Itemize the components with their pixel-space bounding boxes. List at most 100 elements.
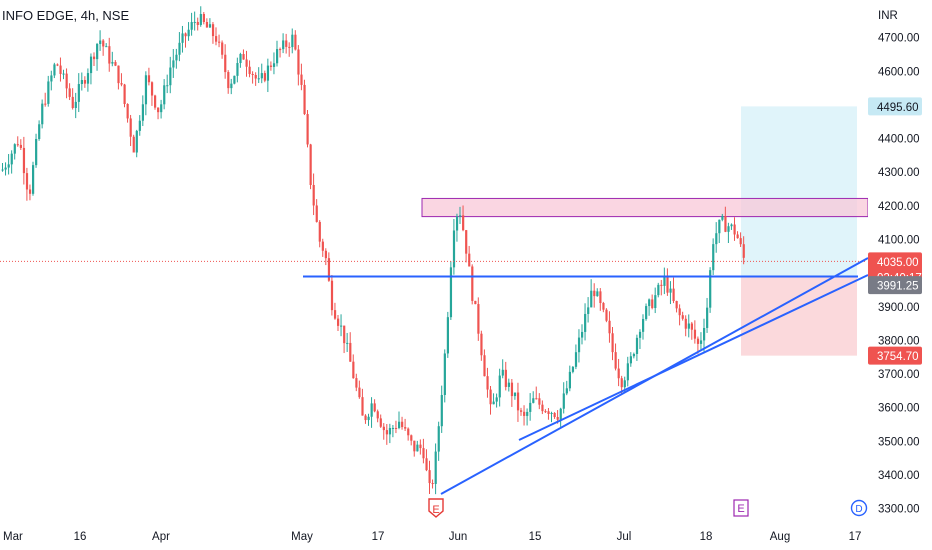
candle-body [611,333,614,353]
candle-71 [218,34,221,48]
candle-121 [370,397,373,428]
candle-body [208,24,212,28]
candle-body [645,306,648,320]
candle-body [571,366,575,372]
candle-body [105,46,108,48]
candle-56 [172,49,175,78]
candle-body [565,388,568,394]
candle-body [211,24,215,37]
candle-body [181,33,184,43]
candle-13 [41,99,44,129]
candle-body [602,303,605,310]
candle-242 [739,232,742,248]
candle-29 [89,53,93,85]
candle-body [352,361,355,379]
candle-body [544,411,547,413]
candle-52 [160,99,163,119]
candle-35 [108,37,111,72]
candle-body [556,416,559,420]
upcoming-earnings-marker-icon: E [733,499,749,517]
candle-body [391,427,395,429]
candle-128 [391,425,395,438]
dividend-marker-label: D [855,504,862,515]
candle-body [706,307,709,328]
candle-66 [202,12,205,25]
candle-83 [254,72,257,86]
candle-89 [272,52,276,75]
candle-19 [59,57,62,82]
candle-body [398,421,401,428]
candle-body [651,299,654,308]
candle-5 [16,136,19,147]
candle-body [327,258,331,281]
candle-body [440,394,443,427]
candle-87 [266,58,270,93]
target-zone [741,106,857,277]
candle-143 [437,421,440,461]
candle-95 [291,28,294,54]
candle-132 [404,418,407,431]
candle-body [96,43,99,60]
candle-98 [300,63,303,91]
candle-body [224,54,227,73]
candle-body [251,73,254,75]
candle-110 [337,315,340,331]
candle-body [242,54,245,60]
candle-76 [233,75,236,85]
candle-body [492,401,495,405]
candle-body [465,230,468,254]
candle-body [50,75,53,82]
candle-202 [617,358,620,387]
candle-body [388,428,392,435]
candle-body [709,270,712,308]
candle-body [629,356,632,364]
candle-40 [123,83,126,108]
candle-183 [559,407,562,427]
candle-body [443,353,446,395]
candle-137 [419,439,422,455]
candle-239 [730,223,733,230]
x-tick-3: May [291,531,313,543]
candle-body [300,74,303,85]
y-tick-6: 3900.00 [878,302,920,314]
candle-85 [260,63,263,84]
candle-body [248,66,251,74]
candle-25 [77,73,80,113]
candle-body [1,169,4,171]
candle-185 [565,380,568,396]
x-tick-10: 17 [849,531,862,543]
candle-166 [507,378,510,392]
candle-body [276,49,279,64]
candle-147 [449,261,453,320]
candle-243 [742,236,745,265]
candle-117 [358,380,361,399]
candle-body [346,342,349,344]
candle-238 [727,222,730,244]
candle-body [553,412,556,417]
candle-body [614,352,617,369]
candle-31 [96,42,99,71]
candle-body [693,329,697,339]
candle-80 [245,50,248,77]
candle-body [80,80,83,85]
candle-225 [687,314,690,338]
candle-body [657,284,660,296]
x-tick-2: Apr [152,531,170,543]
candle-body [428,470,431,484]
candle-body [486,376,489,390]
candle-194 [593,283,596,308]
candle-body [498,375,501,398]
candle-206 [629,352,632,367]
candle-body [65,73,68,89]
candle-68 [208,18,212,28]
candle-body [144,75,148,105]
candle-body [4,167,7,170]
candle-body [449,267,453,318]
candle-127 [388,423,392,444]
candle-body [28,189,32,194]
candle-157 [480,330,483,361]
candle-106 [324,248,327,266]
candle-222 [678,304,681,326]
candle-237 [724,206,727,233]
